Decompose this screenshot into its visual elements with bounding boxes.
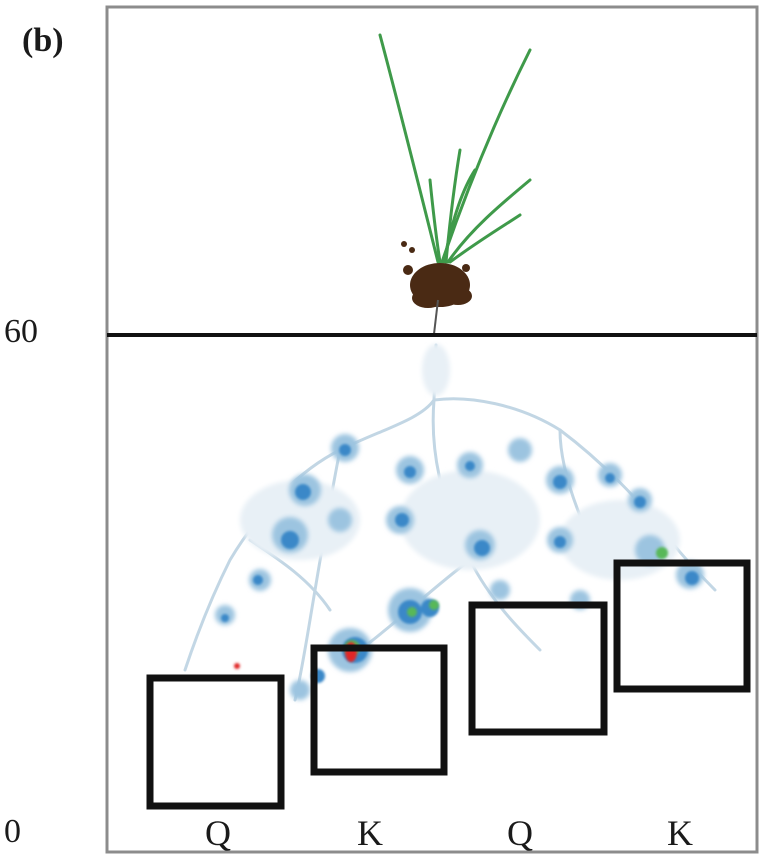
patch-label-q-2: Q xyxy=(507,813,533,853)
patch-label-q-1: Q xyxy=(205,813,231,853)
depth-tick-0: 0 xyxy=(4,813,21,850)
root-heatmap xyxy=(183,343,717,702)
panel-label: (b) xyxy=(22,22,64,59)
patch-boxes xyxy=(146,559,751,810)
depth-tick-60: 60 xyxy=(4,313,38,350)
patch-k-2 xyxy=(613,559,751,693)
panel-frame xyxy=(105,5,759,854)
patch-q-2 xyxy=(468,601,608,736)
patch-label-k-1: K xyxy=(357,813,383,853)
patch-q-1 xyxy=(146,674,285,810)
patch-label-k-2: K xyxy=(667,813,693,853)
patch-k-1 xyxy=(310,644,448,776)
grass-seedling-icon xyxy=(378,33,532,335)
